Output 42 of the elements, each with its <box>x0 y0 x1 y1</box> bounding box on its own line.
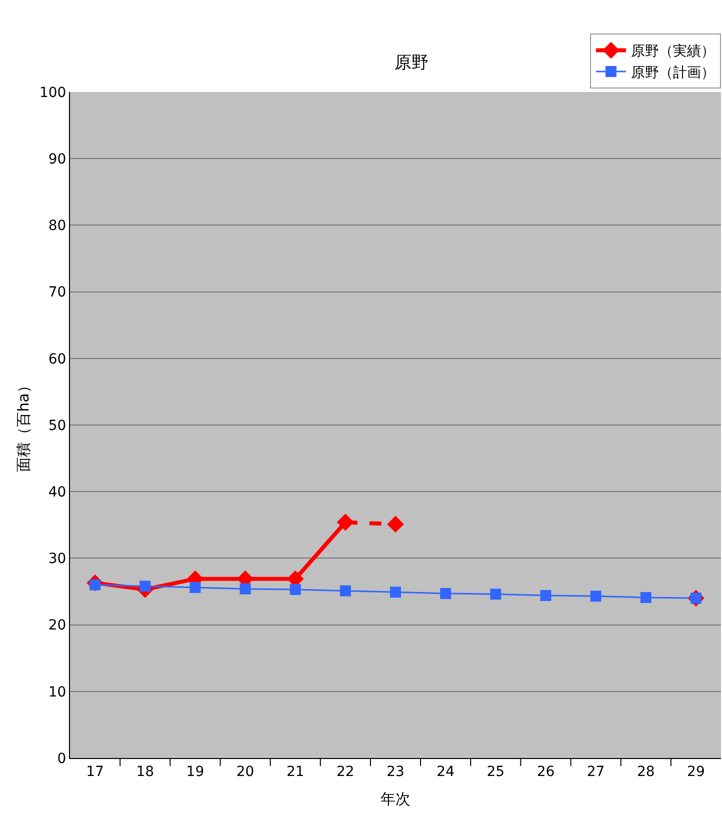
x-tick-label: 17 <box>86 764 104 780</box>
y-tick-label: 0 <box>57 750 66 767</box>
point <box>540 590 552 601</box>
x-tick-label: 22 <box>336 764 354 780</box>
y-tick-label: 30 <box>48 551 66 568</box>
y-axis-title: 面積（百ha） <box>14 378 33 472</box>
point <box>387 516 404 533</box>
x-tick-label: 23 <box>386 764 404 780</box>
point <box>240 583 251 594</box>
point <box>390 586 401 598</box>
x-tick-label: 27 <box>586 764 605 780</box>
point <box>190 582 201 593</box>
point <box>440 588 452 599</box>
point <box>640 592 652 603</box>
y-tick-label: 50 <box>48 418 66 434</box>
x-tick-label: 26 <box>536 764 555 780</box>
y-tick-label: 20 <box>48 618 66 634</box>
x-tick-label: 29 <box>687 764 705 780</box>
point <box>340 585 351 596</box>
x-tick-label: 21 <box>286 764 304 780</box>
point <box>490 588 502 600</box>
point <box>590 590 602 602</box>
y-tick-label: 40 <box>48 484 66 500</box>
x-tick-label: 19 <box>186 764 204 780</box>
x-tick-label: 25 <box>486 764 505 780</box>
y-tick-label: 70 <box>48 284 66 301</box>
y-tick-label: 10 <box>48 684 66 700</box>
x-tick-label: 24 <box>436 764 455 780</box>
x-axis-title: 年次 <box>380 790 410 808</box>
y-tick-label: 80 <box>48 218 66 234</box>
point <box>336 514 354 531</box>
x-tick-label: 18 <box>136 764 154 780</box>
x-tick-label: 20 <box>236 764 254 780</box>
legend-label: 原野（計画） <box>631 64 715 81</box>
y-tick-label: 90 <box>48 152 66 168</box>
chart-title: 原野 <box>394 52 429 73</box>
legend-label: 原野（実績） <box>631 44 715 60</box>
point <box>140 580 151 592</box>
x-tick-label: 28 <box>636 764 655 780</box>
y-tick-label: 100 <box>39 84 66 101</box>
y-tick-label: 60 <box>48 351 66 368</box>
point <box>290 584 301 595</box>
